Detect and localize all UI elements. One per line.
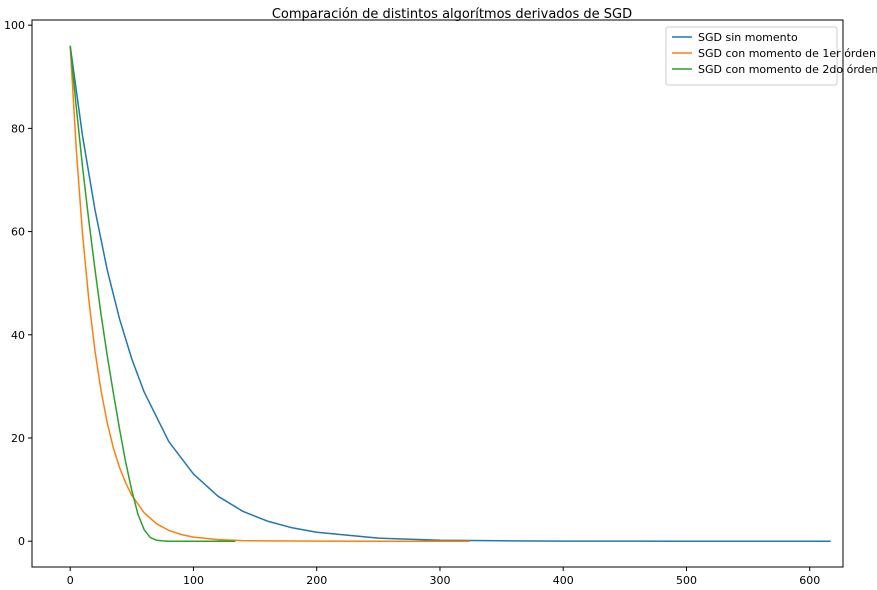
y-tick-label: 60 bbox=[11, 226, 25, 239]
legend-box bbox=[665, 26, 838, 86]
y-tick-label: 20 bbox=[11, 432, 25, 445]
y-axis: 0 20 40 60 80 100 bbox=[4, 19, 32, 548]
y-tick-label: 40 bbox=[11, 329, 25, 342]
series-layer bbox=[69, 45, 831, 542]
x-axis: 0 100 200 300 400 500 600 bbox=[67, 567, 820, 587]
plot-frame bbox=[31, 19, 844, 568]
x-tick-label: 100 bbox=[183, 574, 204, 587]
legend: SGD sin momento SGD con momento de 1er ór… bbox=[665, 26, 877, 86]
y-tick-label: 80 bbox=[11, 122, 25, 135]
legend-label: SGD sin momento bbox=[698, 31, 798, 44]
y-tick-label: 100 bbox=[4, 19, 25, 32]
x-tick-label: 600 bbox=[799, 574, 820, 587]
series-line-1 bbox=[69, 45, 831, 542]
x-tick-label: 200 bbox=[306, 574, 327, 587]
series-line-2 bbox=[69, 45, 470, 542]
legend-label: SGD con momento de 1er órden bbox=[698, 47, 876, 60]
x-tick-label: 400 bbox=[553, 574, 574, 587]
x-tick-label: 300 bbox=[429, 574, 450, 587]
series-line-3 bbox=[69, 45, 236, 542]
x-tick-label: 500 bbox=[676, 574, 697, 587]
y-tick-label: 0 bbox=[18, 535, 25, 548]
chart-title: Comparación de distintos algorítmos deri… bbox=[272, 7, 632, 22]
x-tick-label: 0 bbox=[67, 574, 74, 587]
legend-label: SGD con momento de 2do órden bbox=[698, 63, 877, 76]
